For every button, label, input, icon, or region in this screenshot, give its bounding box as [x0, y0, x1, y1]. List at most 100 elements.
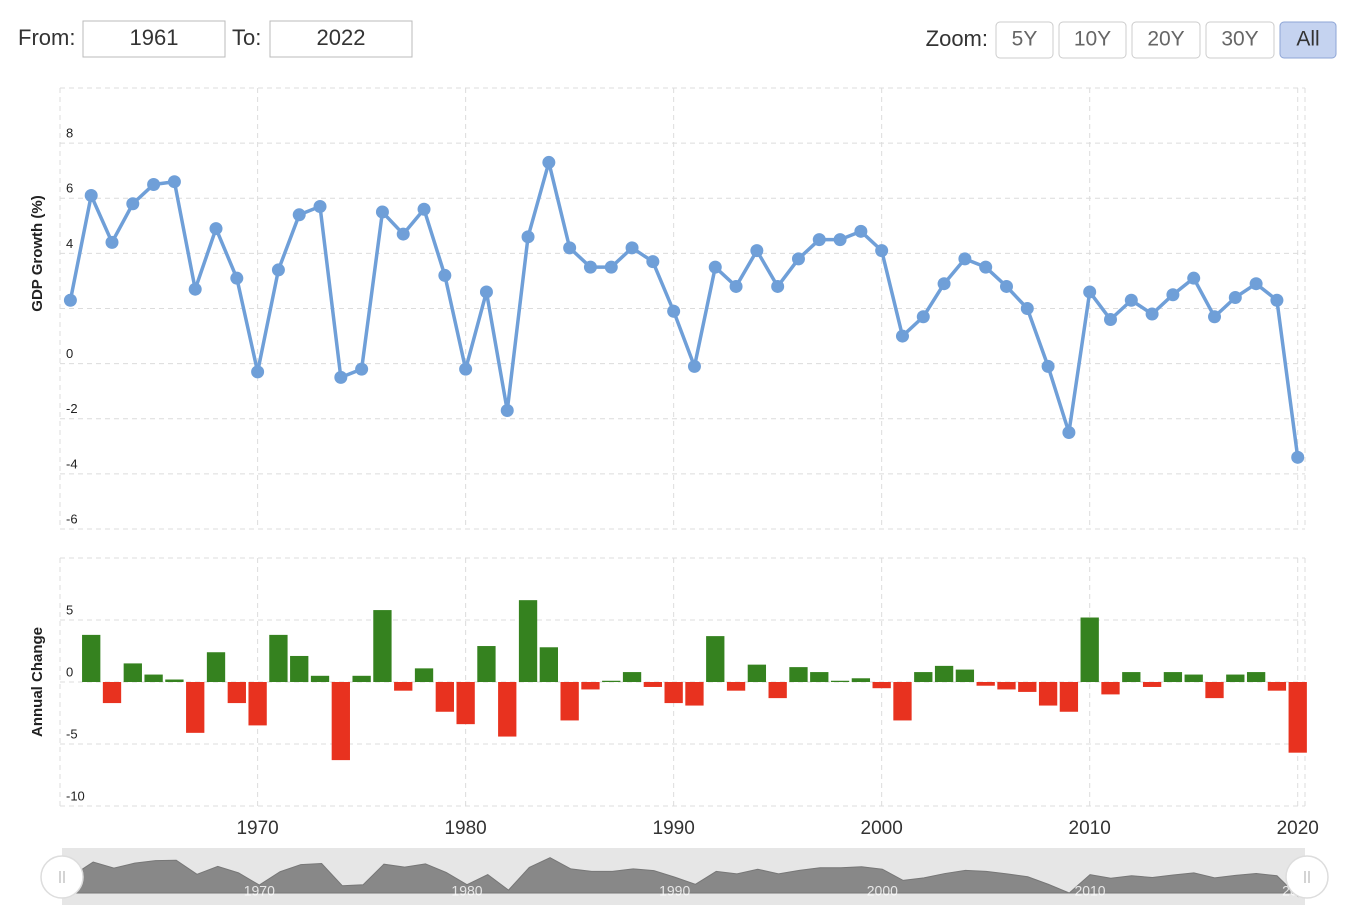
- bar: [851, 678, 871, 682]
- data-point: [1062, 426, 1076, 440]
- data-point: [771, 279, 785, 293]
- from-input[interactable]: [82, 20, 226, 58]
- bar: [581, 682, 600, 690]
- zoom-button-label[interactable]: 20Y: [1147, 28, 1184, 51]
- bar: [539, 647, 558, 682]
- bar: [414, 668, 434, 682]
- data-point: [1166, 288, 1180, 302]
- x-tick-label: 2010: [1069, 818, 1111, 839]
- zoom-button[interactable]: [995, 21, 1054, 59]
- bar: [1205, 682, 1224, 699]
- from-label: From:: [18, 25, 75, 50]
- data-point: [251, 365, 265, 379]
- zoom-label: Zoom:: [926, 26, 988, 51]
- bar: [726, 682, 746, 691]
- navigator-handle[interactable]: [1285, 855, 1329, 899]
- bar: [893, 682, 912, 721]
- data-point: [604, 260, 618, 274]
- bar: [955, 669, 975, 682]
- bar: [310, 675, 330, 682]
- data-point: [563, 241, 577, 255]
- y-tick-label: -4: [66, 456, 78, 471]
- data-point: [459, 362, 473, 376]
- bar: [622, 672, 642, 682]
- data-point: [313, 200, 327, 214]
- bar: [747, 664, 767, 682]
- bar: [206, 652, 226, 682]
- x-tick-label: 2000: [861, 818, 903, 839]
- data-point: [833, 233, 847, 247]
- data-point: [667, 304, 681, 318]
- data-point: [646, 255, 660, 269]
- data-line: [68, 160, 1300, 458]
- bar: [664, 682, 683, 704]
- bar: [248, 682, 267, 726]
- data-point: [479, 285, 493, 299]
- bar: [498, 682, 517, 737]
- zoom-button-label[interactable]: 5Y: [1012, 28, 1038, 51]
- to-value[interactable]: 2022: [317, 25, 366, 50]
- zoom-button[interactable]: [1131, 21, 1201, 59]
- bar: [602, 680, 621, 682]
- data-point: [334, 370, 348, 384]
- bar: [1267, 682, 1287, 691]
- bar: [1288, 682, 1307, 753]
- data-point: [500, 403, 514, 417]
- data-point: [396, 227, 410, 241]
- data-point: [729, 279, 743, 293]
- x-tick-label: 1980: [444, 818, 486, 839]
- data-point: [791, 252, 805, 266]
- zoom-button-label[interactable]: 30Y: [1221, 28, 1258, 51]
- data-point: [916, 310, 930, 324]
- data-point: [271, 263, 285, 277]
- bar: [227, 682, 246, 704]
- data-point: [1041, 359, 1055, 373]
- data-point: [84, 188, 98, 202]
- y-tick-label: 0: [66, 664, 73, 679]
- zoom-button[interactable]: [1058, 21, 1127, 59]
- bar: [810, 672, 829, 682]
- bar: [1059, 682, 1079, 712]
- from-value[interactable]: 1961: [130, 25, 179, 50]
- data-point: [147, 177, 161, 191]
- data-point: [209, 222, 223, 236]
- bar: [1038, 682, 1058, 706]
- data-point: [188, 282, 202, 296]
- to-label: To:: [232, 25, 261, 50]
- x-tick-label: 1970: [236, 818, 278, 839]
- data-point: [438, 268, 452, 282]
- to-input[interactable]: [269, 20, 413, 58]
- bar: [1226, 674, 1245, 682]
- bar: [1184, 674, 1203, 682]
- data-point: [979, 260, 993, 274]
- bar: [144, 674, 163, 682]
- bar: [976, 682, 995, 686]
- y-tick-label: 6: [66, 181, 73, 196]
- y-axis-title: GDP Growth (%): [29, 195, 46, 311]
- bar: [290, 655, 309, 682]
- data-point: [375, 205, 389, 219]
- zoom-buttons: 5Y 10Y 20Y 30Y All: [995, 21, 1337, 59]
- y-tick-label: 0: [66, 346, 73, 361]
- bar: [685, 682, 704, 706]
- data-point: [999, 279, 1013, 293]
- bar: [1080, 617, 1099, 682]
- bar: [643, 682, 663, 687]
- data-point: [1083, 285, 1097, 299]
- data-point: [1228, 290, 1242, 304]
- bar: [997, 682, 1016, 690]
- bar: [102, 682, 122, 704]
- bar: [1122, 672, 1141, 682]
- data-point: [521, 230, 535, 244]
- zoom-button-label[interactable]: 10Y: [1074, 28, 1111, 51]
- navigator-handle[interactable]: [40, 855, 84, 899]
- zoom-button-label[interactable]: All: [1296, 28, 1319, 51]
- zoom-button[interactable]: [1279, 21, 1337, 59]
- bar: [1142, 682, 1162, 687]
- data-point: [1104, 313, 1118, 327]
- bar: [1018, 682, 1037, 692]
- data-point: [750, 244, 764, 258]
- zoom-button[interactable]: [1205, 21, 1275, 59]
- bar: [914, 672, 933, 682]
- navigator-label: 2000: [867, 883, 898, 899]
